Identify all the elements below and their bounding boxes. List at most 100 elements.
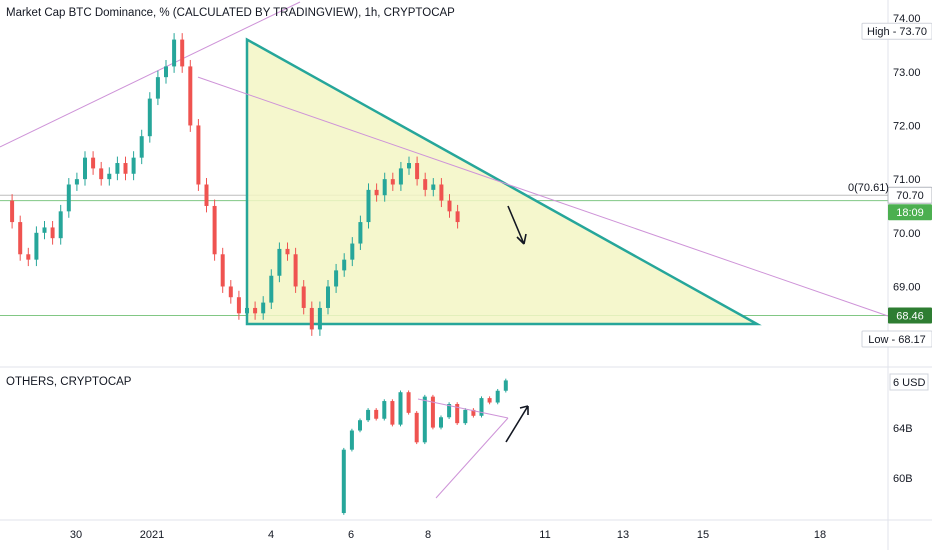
countdown-label-bg <box>888 204 932 221</box>
btc-dom-candle <box>58 211 63 239</box>
time-tick-label: 18 <box>814 529 826 541</box>
btc-dom-candle <box>26 254 31 260</box>
btc-dom-candle <box>293 254 298 287</box>
btc-dom-candle <box>188 66 193 126</box>
btc-dom-candle <box>155 77 160 99</box>
price-tick-label: 71.00 <box>893 174 921 186</box>
btc-dom-candle <box>18 222 23 255</box>
btc-dom-candle <box>317 307 322 330</box>
time-tick-label: 11 <box>539 529 550 541</box>
btc-dom-candle <box>253 307 258 314</box>
time-tick-label: 30 <box>70 529 82 541</box>
btc-dom-candle <box>196 125 201 185</box>
btc-dom-candle <box>447 200 452 212</box>
others-candle <box>422 396 427 443</box>
btc-dom-candle <box>358 222 363 244</box>
btc-dom-candle <box>107 173 112 180</box>
high-label: High - 73.70 <box>867 26 927 38</box>
btc-dom-candle <box>123 163 128 174</box>
others-candle <box>463 409 468 424</box>
low-label: Low - 68.17 <box>868 334 925 346</box>
others-candle <box>487 398 492 403</box>
others-candle <box>349 430 354 450</box>
price-tick-label: 69.00 <box>893 281 921 293</box>
btc-dom-candle <box>269 275 274 303</box>
btc-dom-candle <box>180 39 185 67</box>
btc-dom-candle <box>66 184 71 212</box>
others-candle <box>390 401 395 425</box>
btc-dom-candle <box>131 157 136 174</box>
btc-dom-candle <box>261 302 266 314</box>
upper-trendline <box>0 1 301 148</box>
others-candle <box>414 412 419 443</box>
price-tick-label: 70.00 <box>893 228 921 240</box>
others-candle <box>503 380 508 391</box>
btc-dom-candle <box>342 259 347 271</box>
price-tick-label: 72.00 <box>893 120 921 132</box>
btc-dom-candle <box>350 243 355 260</box>
btc-dom-candle <box>309 307 314 330</box>
btc-dom-candle <box>34 232 39 260</box>
btc-dom-candle <box>390 179 395 185</box>
others-candle <box>374 409 379 419</box>
descending-trendline <box>197 76 889 317</box>
btc-dom-candle <box>212 205 217 255</box>
btc-dom-candle <box>455 211 460 223</box>
btc-dom-candle <box>382 179 387 196</box>
btc-dom-candle <box>139 136 144 158</box>
btc-dom-candle <box>423 179 428 190</box>
btc-dom-candle <box>228 286 233 298</box>
prev-close-label: 0(70.61) <box>848 182 889 194</box>
btc-dom-candle <box>74 179 79 185</box>
low-label-bg <box>861 330 932 348</box>
others-candle <box>479 398 484 416</box>
btc-dom-candle <box>301 286 306 308</box>
others-lower-line <box>435 417 509 499</box>
btc-dom-candle <box>42 227 47 233</box>
others-candle <box>495 390 500 403</box>
others-tick-label: 64B <box>893 423 913 435</box>
others-candle <box>406 392 411 413</box>
bearish-arrow <box>507 205 527 245</box>
bullish-arrow <box>505 405 529 443</box>
last-price-label: 70.70 <box>896 190 924 202</box>
others-unit-box <box>889 373 929 391</box>
others-candle <box>471 409 476 416</box>
btc-dom-candle <box>172 39 177 67</box>
btc-dom-candle <box>431 184 436 190</box>
others-candle <box>447 404 452 418</box>
others-candle <box>430 396 435 428</box>
btc-dom-candle <box>439 184 444 201</box>
others-candle <box>341 449 346 514</box>
btc-dom-candle <box>334 270 339 287</box>
btc-dom-candle <box>245 307 249 314</box>
others-upper-line <box>417 398 509 419</box>
btc-dom-candle <box>236 297 241 314</box>
others-chart-title: OTHERS, CRYPTOCAP <box>6 376 132 388</box>
time-tick-label: 4 <box>268 529 274 541</box>
others-candle <box>358 420 362 431</box>
others-candle <box>398 392 403 425</box>
others-candle <box>366 409 371 421</box>
others-candle <box>455 404 460 424</box>
btc-dom-candle <box>99 168 104 180</box>
btc-dom-candle <box>83 157 87 180</box>
btc-dom-candle <box>50 227 55 239</box>
price-tick-label: 74.00 <box>893 13 921 25</box>
btc-dom-candle <box>164 66 168 78</box>
others-tick-label: 60B <box>893 473 913 485</box>
btc-dom-candle <box>374 189 379 196</box>
time-tick-label: 2021 <box>140 529 164 541</box>
time-tick-label: 13 <box>617 529 629 541</box>
others-candle <box>439 417 443 428</box>
others-tick-label: 6 USD <box>893 377 925 389</box>
price-tick-label: 73.00 <box>893 67 921 79</box>
descending-triangle-pattern <box>245 37 762 326</box>
time-tick-label: 15 <box>697 529 709 541</box>
btc-dom-candle <box>220 254 225 287</box>
others-candle <box>382 401 387 419</box>
time-tick-label: 6 <box>348 529 354 541</box>
btc-dom-candle <box>10 200 15 223</box>
btc-dom-candle <box>147 98 152 137</box>
